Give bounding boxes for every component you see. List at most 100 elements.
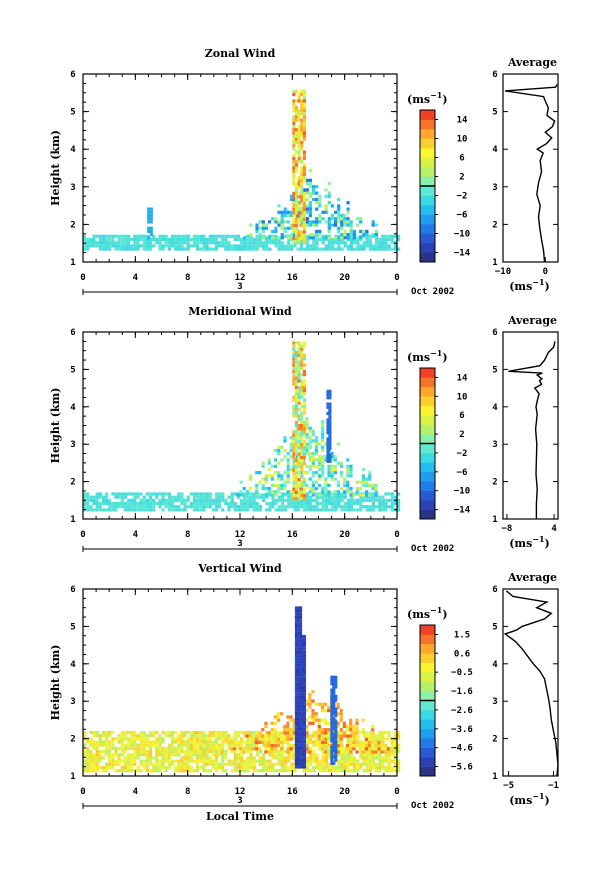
convective-cell — [327, 740, 331, 744]
downdraft-column-cell — [294, 711, 299, 715]
base-layer-cell — [161, 508, 165, 512]
core-column-cell — [300, 490, 304, 494]
base-layer-cell — [346, 237, 350, 242]
core-column-cell — [302, 128, 306, 132]
convective-cell — [368, 483, 372, 487]
downdraft-column-cell — [302, 755, 306, 759]
downdraft-column-cell — [298, 739, 303, 744]
core-column-cell — [294, 233, 299, 237]
base-layer-cell — [145, 508, 149, 512]
base-layer-cell — [324, 734, 328, 738]
convective-cell — [305, 188, 309, 192]
base-layer-cell — [117, 756, 121, 760]
convective-cell — [317, 721, 321, 725]
base-layer-cell — [161, 237, 165, 242]
base-layer-cell — [202, 244, 206, 248]
core-column-cell — [294, 363, 299, 367]
convective-cell — [321, 439, 325, 443]
downdraft-column-cell — [294, 644, 299, 648]
core-column-cell — [294, 150, 299, 154]
convective-cell — [340, 464, 344, 468]
base-layer-cell — [142, 498, 146, 502]
base-layer-cell — [142, 247, 146, 251]
convective-cell — [283, 737, 287, 741]
convective-cell — [327, 223, 331, 227]
base-layer-cell — [349, 495, 354, 499]
downdraft-column-cell — [300, 641, 304, 645]
base-layer-cell — [312, 740, 316, 744]
base-layer-cell — [271, 505, 275, 509]
base-layer-cell — [271, 237, 275, 242]
core-column-cell — [294, 376, 299, 380]
core-column-cell — [297, 395, 301, 399]
base-layer-cell — [105, 746, 109, 750]
convective-cell — [280, 740, 284, 744]
base-layer-cell — [305, 241, 310, 245]
downdraft-column-cell — [298, 673, 303, 677]
core-column-cell — [302, 214, 306, 218]
base-layer-cell — [334, 237, 338, 242]
base-layer-cell — [236, 746, 241, 750]
convective-cell — [339, 740, 343, 744]
base-layer-cell — [98, 740, 102, 744]
downdraft-column-cell — [298, 635, 303, 639]
convective-cell — [261, 487, 265, 491]
blue-streak-cell — [326, 396, 330, 400]
blue-streak-cell — [330, 758, 334, 762]
base-layer-cell — [331, 508, 335, 512]
base-layer-cell — [202, 492, 206, 496]
core-column-cell — [292, 115, 296, 119]
base-layer-cell — [136, 765, 140, 770]
base-layer-cell — [202, 508, 206, 512]
core-column-cell — [302, 179, 306, 183]
convective-cell — [318, 204, 322, 208]
downdraft-column-cell — [296, 720, 301, 724]
base-layer-cell — [189, 750, 193, 754]
downdraft-column-cell — [294, 663, 299, 667]
base-layer-cell — [167, 505, 171, 509]
convective-cell — [336, 461, 340, 465]
base-layer-cell — [158, 765, 162, 770]
base-layer-cell — [192, 759, 197, 763]
convective-cell — [371, 233, 375, 237]
base-layer-cell — [299, 241, 303, 245]
base-layer-cell — [221, 737, 225, 741]
blue-streak-cell — [326, 440, 330, 444]
core-column-cell — [302, 449, 306, 453]
base-layer-cell — [196, 753, 200, 757]
colorbar-label: −14 — [454, 506, 471, 516]
base-layer-cell — [170, 495, 175, 499]
base-layer-cell — [101, 244, 105, 248]
core-column-cell — [292, 166, 296, 170]
core-column-cell — [294, 140, 299, 145]
convective-cell — [352, 740, 356, 744]
downdraft-column-cell — [296, 724, 301, 728]
base-layer-cell — [349, 241, 354, 245]
convective-cell — [318, 213, 322, 218]
convective-cell — [270, 474, 275, 478]
base-layer-cell — [362, 241, 366, 245]
convective-cell — [343, 490, 347, 494]
base-layer-cell — [381, 495, 385, 499]
base-layer-cell — [280, 492, 284, 496]
convective-cell — [312, 220, 316, 224]
colorbar-band — [420, 471, 435, 482]
downdraft-column-cell — [296, 727, 301, 731]
convective-cell — [337, 213, 341, 218]
convective-cell — [318, 483, 322, 487]
core-column-cell — [302, 430, 306, 434]
base-layer-cell — [105, 492, 109, 496]
core-column-cell — [300, 118, 304, 122]
core-column-cell — [297, 471, 301, 475]
base-layer-cell — [233, 508, 237, 512]
convective-cell — [255, 223, 259, 227]
colorbar-label: −10 — [454, 230, 470, 240]
core-column-cell — [302, 204, 306, 208]
base-layer-cell — [284, 508, 288, 512]
core-column-cell — [302, 134, 306, 138]
base-layer-cell — [274, 753, 278, 757]
base-layer-cell — [142, 505, 146, 509]
convective-cell — [274, 483, 278, 487]
base-layer-cell — [130, 743, 134, 747]
base-layer-cell — [202, 740, 206, 744]
